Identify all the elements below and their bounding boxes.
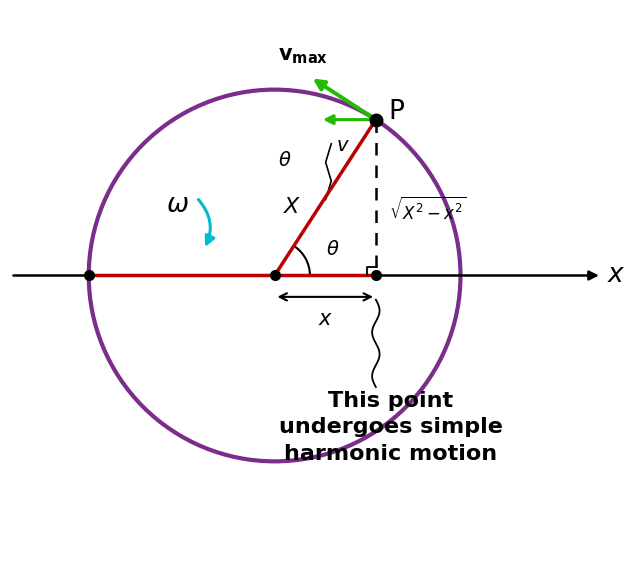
Text: v: v: [337, 136, 348, 155]
Text: θ: θ: [327, 240, 339, 259]
Text: P: P: [389, 99, 405, 125]
Text: X: X: [284, 197, 299, 217]
Text: ω: ω: [167, 192, 189, 218]
Text: x: x: [608, 262, 623, 289]
Text: x: x: [319, 309, 331, 329]
Text: $\sqrt{X^2-x^2}$: $\sqrt{X^2-x^2}$: [389, 196, 466, 224]
Text: $\mathbf{v}_{\mathbf{max}}$: $\mathbf{v}_{\mathbf{max}}$: [278, 46, 328, 66]
Text: This point
undergoes simple
harmonic motion: This point undergoes simple harmonic mot…: [279, 391, 502, 464]
Text: θ: θ: [278, 151, 290, 170]
